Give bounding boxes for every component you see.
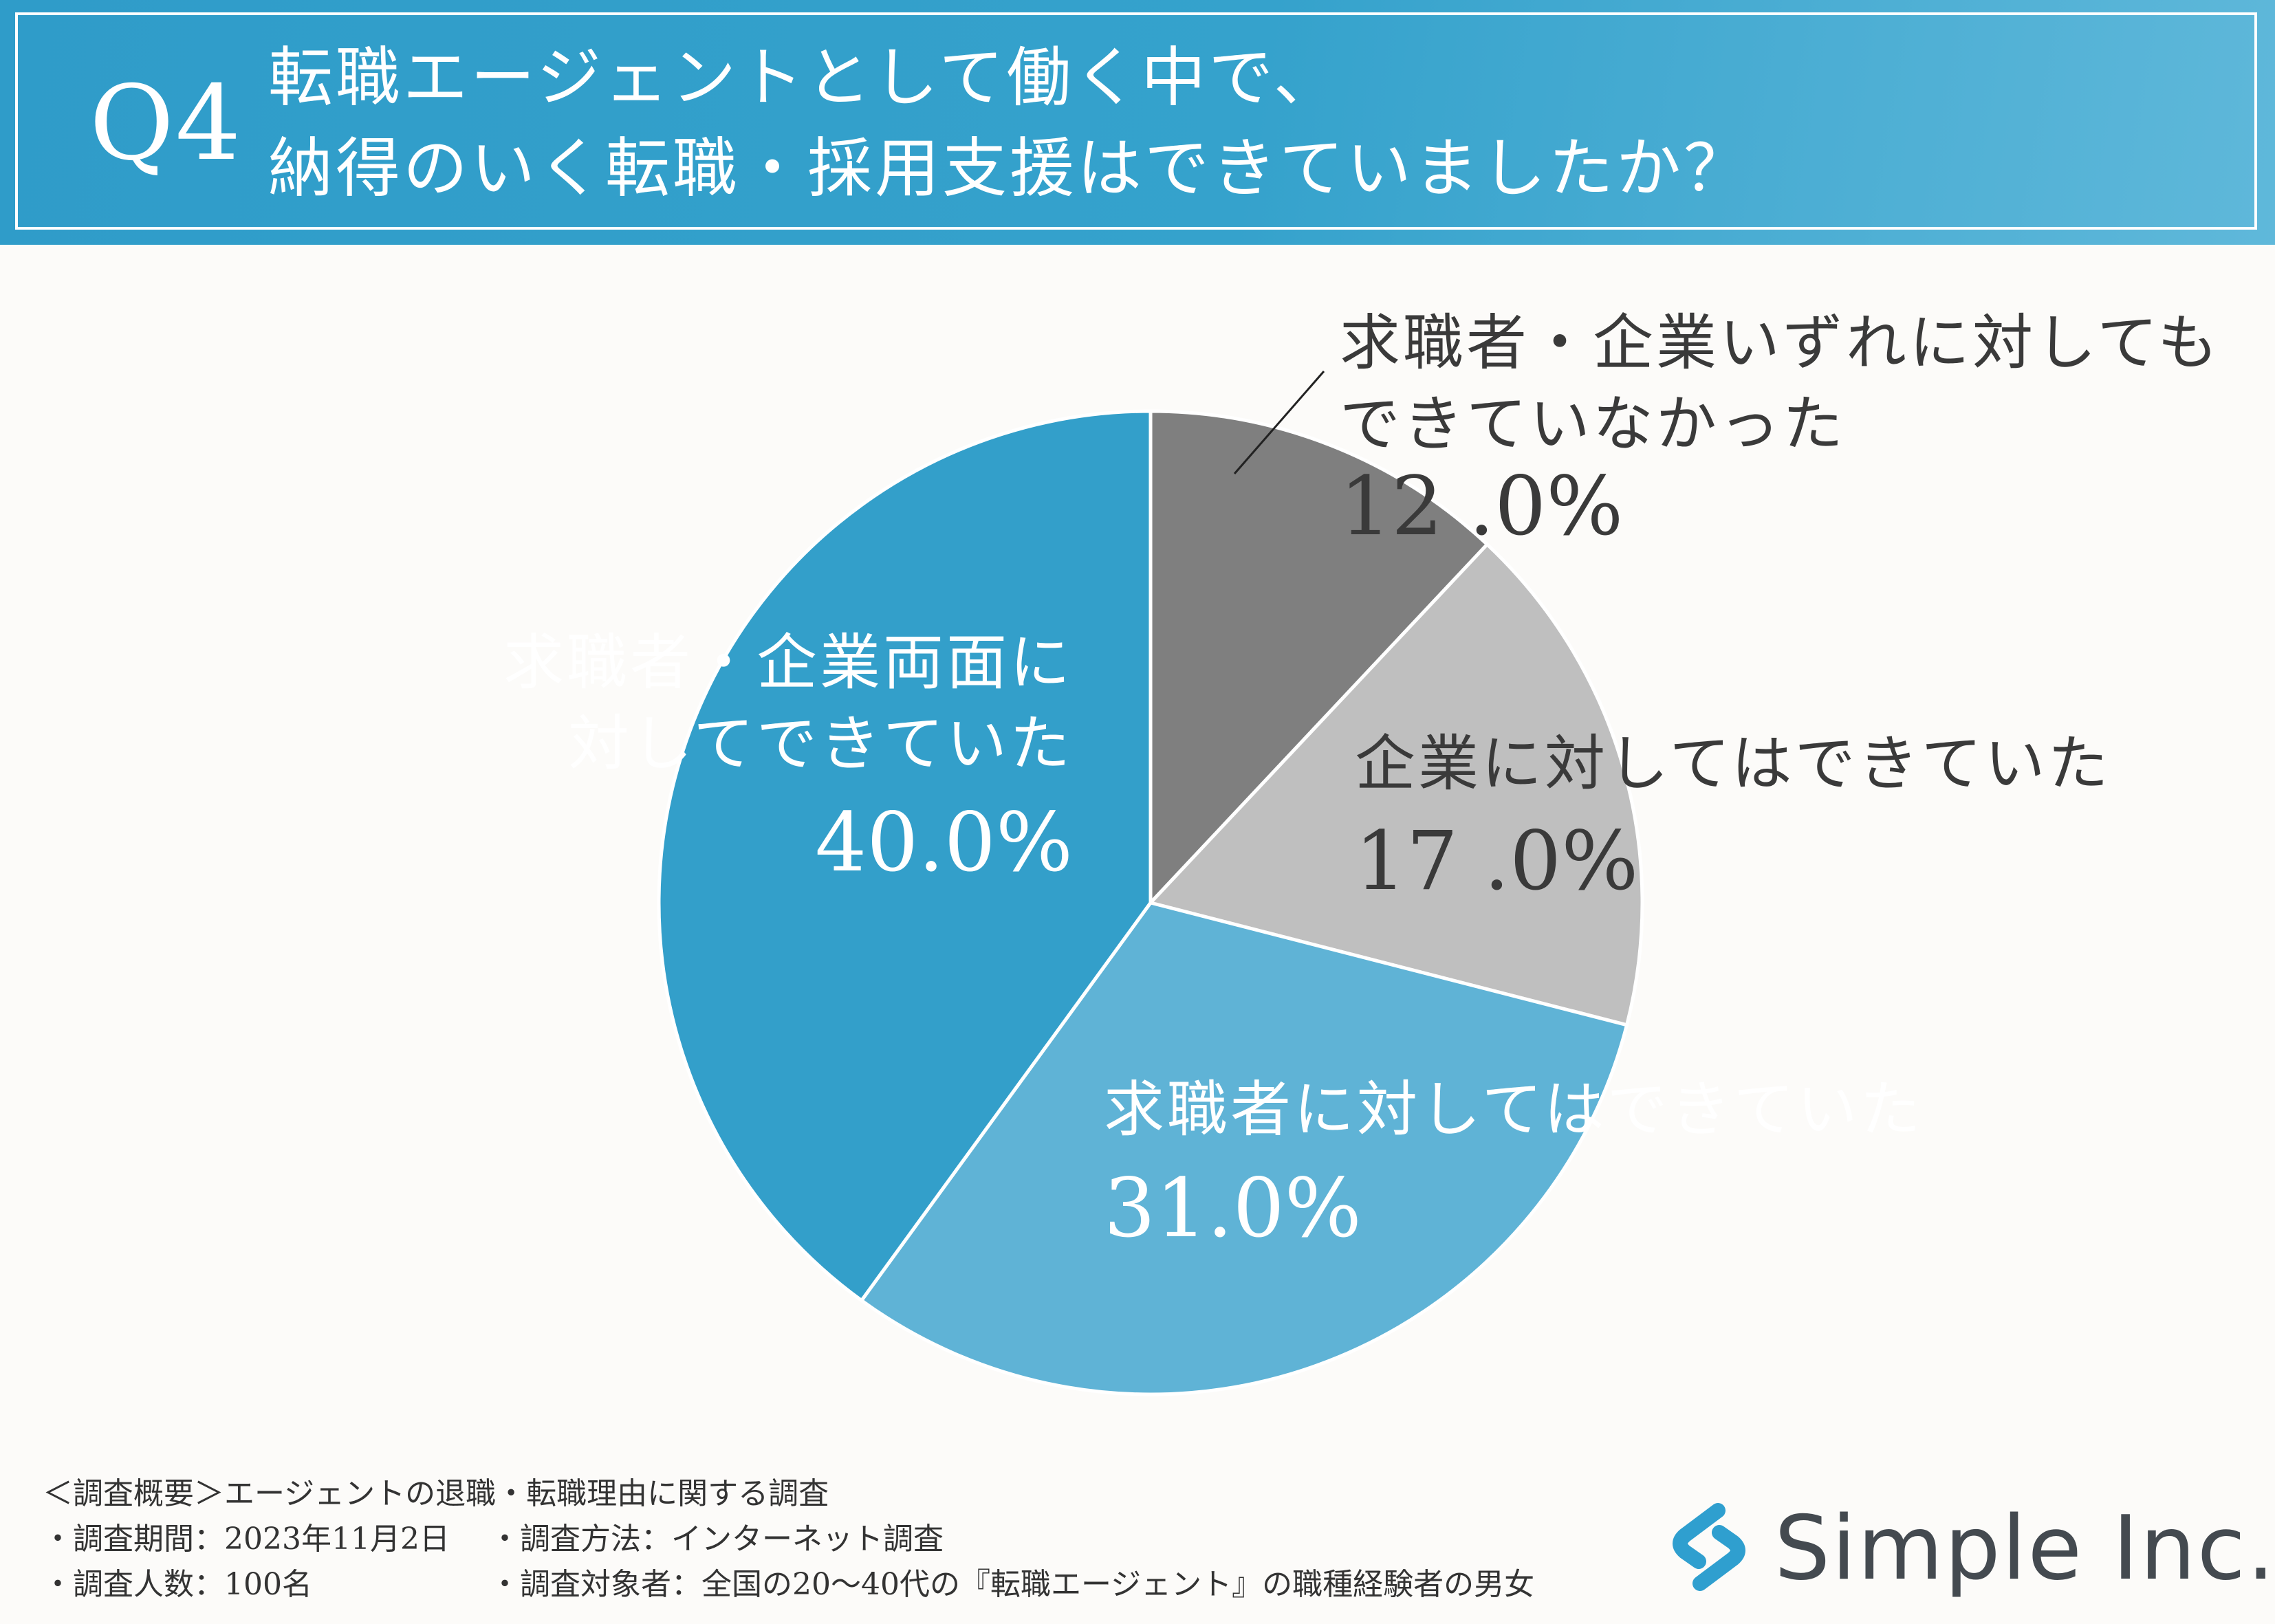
survey-respondents: ・調査人数：100名: [43, 1567, 312, 1602]
label-jobseeker: 求職者に対してはできていた 31.0%: [1104, 1069, 1924, 1256]
slice-none: [1149, 409, 1490, 908]
label-both-line2: 対してできていた: [568, 708, 1073, 779]
label-company: 企業に対してはできていた 17 .0%: [1355, 723, 2111, 909]
label-none: 求職者・企業いずれに対しても できていなかった 12 .0%: [1340, 303, 2221, 554]
label-both-value: 40.0%: [815, 795, 1073, 890]
leader-line: [1233, 371, 1325, 474]
label-jobseeker-value: 31.0%: [1104, 1161, 1362, 1255]
header-banner: Q4 転職エージェントとして働く中で、 納得のいく転職・採用支援はできていました…: [0, 0, 2275, 245]
survey-method: ・調査方法：インターネット調査: [490, 1522, 944, 1557]
label-company-value: 17 .0%: [1355, 813, 1639, 908]
label-jobseeker-line1: 求職者に対してはできていた: [1104, 1074, 1924, 1145]
company-logo-text: Simple Inc.: [1774, 1497, 2275, 1600]
slice-jobseeker: [859, 901, 1629, 1396]
question-title-line1: 転職エージェントとして働く中で、: [268, 41, 1341, 116]
label-none-value: 12 .0%: [1340, 459, 1624, 553]
pie-chart: [657, 371, 1644, 1396]
label-both-line1: 求職者・企業両面に: [503, 627, 1073, 698]
label-company-line1: 企業に対してはできていた: [1355, 728, 2111, 799]
label-none-line1: 求職者・企業いずれに対しても: [1340, 307, 2221, 378]
label-both: 求職者・企業両面に 対してできていた 40.0%: [454, 622, 1073, 890]
question-title-line2: 納得のいく転職・採用支援はできていましたか？: [268, 131, 1752, 206]
company-logo: Simple Inc.: [1657, 1495, 2275, 1599]
survey-title: ＜調査概要＞エージェントの退職・転職理由に関する調査: [43, 1476, 829, 1511]
survey-period: ・調査期間：2023年11月2日: [43, 1522, 450, 1557]
header-frame: [15, 12, 2257, 230]
label-none-line2: できていなかった: [1340, 388, 1847, 459]
slice-company: [1147, 542, 1644, 1027]
slice-both: [657, 409, 1153, 1303]
simple-s-logo-icon: [1673, 1503, 1745, 1591]
survey-target: ・調査対象者：全国の20〜40代の『転職エージェント』の職種経験者の男女: [490, 1567, 1535, 1602]
question-number: Q4: [89, 64, 243, 184]
